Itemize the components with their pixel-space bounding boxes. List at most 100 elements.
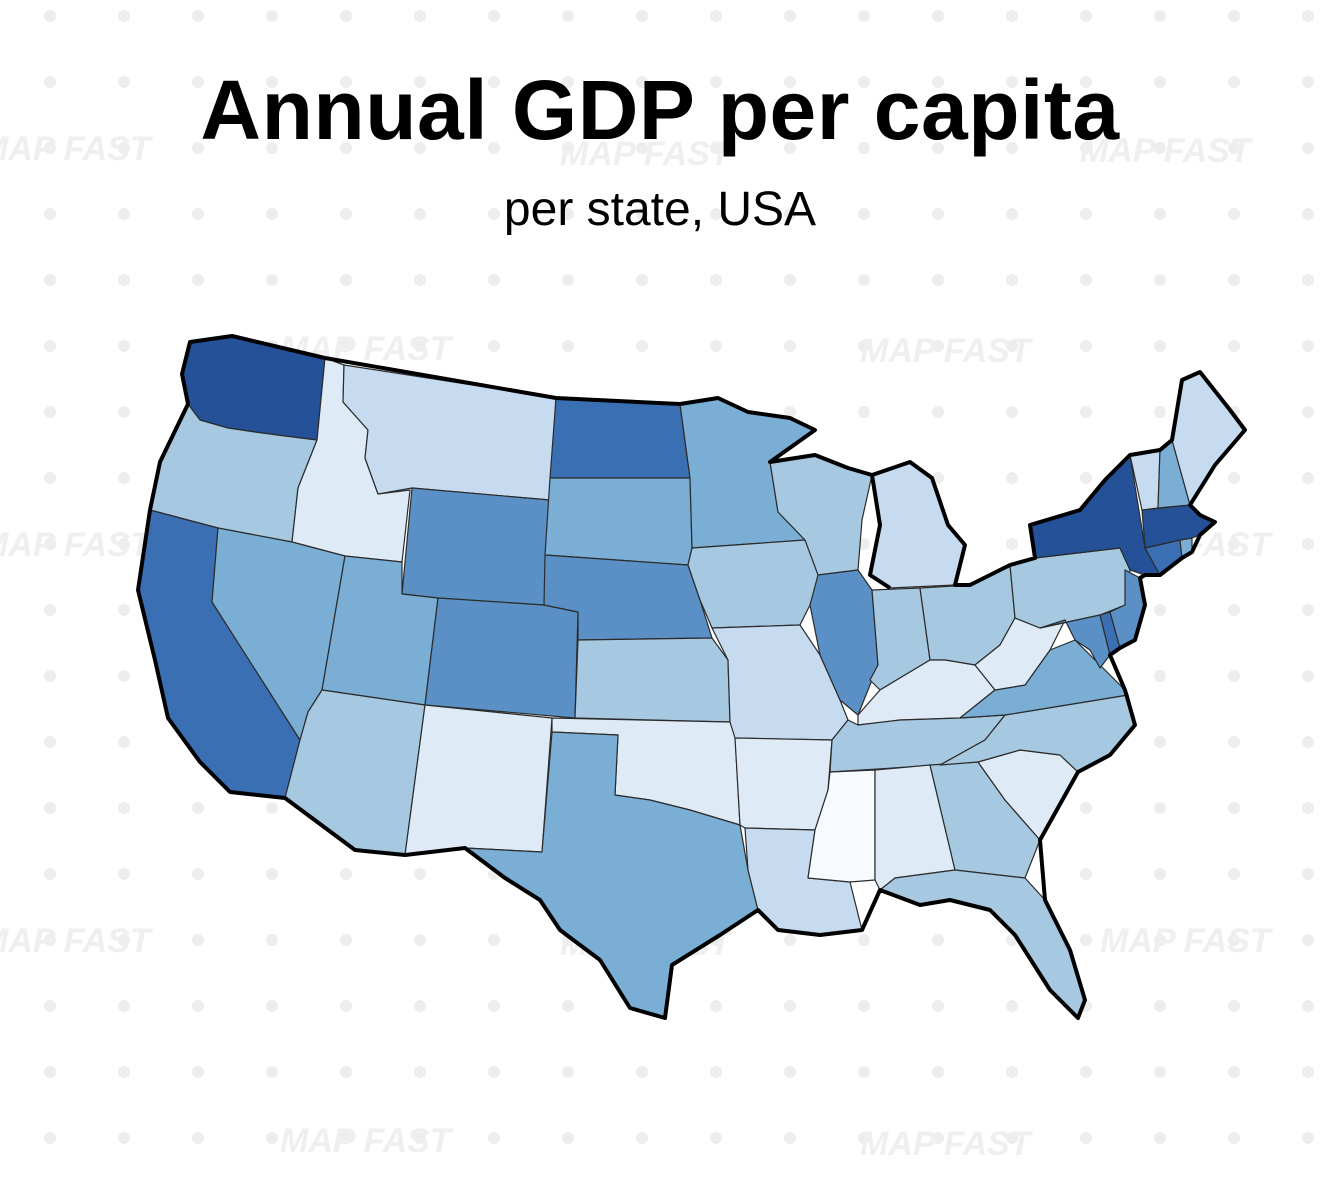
background-dot	[266, 1066, 278, 1078]
background-dot	[636, 1066, 648, 1078]
background-dot	[1154, 802, 1166, 814]
background-dot	[562, 76, 574, 88]
state-NM[interactable]	[404, 704, 553, 856]
state-AR[interactable]	[734, 737, 833, 831]
background-dot	[44, 1000, 56, 1012]
background-dot	[488, 1132, 500, 1144]
background-dot	[710, 274, 722, 286]
state-WY[interactable]	[401, 487, 551, 606]
background-dot	[562, 340, 574, 352]
state-ND[interactable]	[549, 397, 691, 479]
background-dot	[1006, 406, 1018, 418]
background-dot	[562, 1000, 574, 1012]
background-dot	[1154, 142, 1166, 154]
state-MI[interactable]	[869, 461, 966, 589]
great-lakes-michigan-shore	[868, 474, 892, 590]
background-dot	[784, 934, 796, 946]
background-dot	[1006, 274, 1018, 286]
background-dot	[44, 142, 56, 154]
background-dot	[1154, 934, 1166, 946]
background-dot	[266, 934, 278, 946]
background-dot	[858, 340, 870, 352]
background-dot	[414, 274, 426, 286]
background-dot	[192, 274, 204, 286]
state-CO[interactable]	[424, 597, 579, 719]
watermark: MAP FAST	[560, 135, 734, 173]
background-dot	[932, 76, 944, 88]
background-dot	[192, 868, 204, 880]
background-dot	[1080, 406, 1092, 418]
watermark: MAP FAST	[860, 332, 1034, 370]
background-dot	[784, 1000, 796, 1012]
background-dot	[1228, 802, 1240, 814]
background-dot	[562, 142, 574, 154]
map-title: Annual GDP per capita	[200, 63, 1120, 157]
background-dot	[488, 76, 500, 88]
background-dot	[1302, 802, 1314, 814]
background-dot	[340, 868, 352, 880]
background-dot	[192, 142, 204, 154]
background-dot	[932, 208, 944, 220]
background-dot	[1154, 736, 1166, 748]
state-KS[interactable]	[574, 637, 731, 723]
watermark: MAP FAST	[1100, 922, 1274, 960]
background-dot	[1228, 1000, 1240, 1012]
background-dot	[266, 76, 278, 88]
background-dot	[414, 208, 426, 220]
background-dot	[414, 76, 426, 88]
background-dot	[192, 802, 204, 814]
background-dot	[1154, 274, 1166, 286]
background-dot	[488, 10, 500, 22]
background-dot	[266, 274, 278, 286]
state-SD[interactable]	[544, 477, 693, 566]
background-dot	[1080, 802, 1092, 814]
background-dot	[1228, 934, 1240, 946]
background-dot	[192, 10, 204, 22]
background-dot	[1302, 340, 1314, 352]
background-dot	[858, 934, 870, 946]
background-dot	[1154, 340, 1166, 352]
background-dot	[1302, 1000, 1314, 1012]
background-dot	[192, 1066, 204, 1078]
background-dot	[858, 406, 870, 418]
background-dot	[488, 340, 500, 352]
map-subtitle: per state, USA	[503, 183, 817, 236]
background-dot	[1006, 340, 1018, 352]
background-dot	[488, 1000, 500, 1012]
background-dot	[414, 340, 426, 352]
background-dot	[1006, 1132, 1018, 1144]
background-dot	[44, 670, 56, 682]
background-dot	[266, 802, 278, 814]
background-dot	[1080, 1132, 1092, 1144]
background-dot	[710, 76, 722, 88]
background-dot	[1154, 406, 1166, 418]
state-MT[interactable]	[342, 364, 557, 501]
background-dot	[118, 10, 130, 22]
background-dot	[488, 274, 500, 286]
background-dot	[44, 538, 56, 550]
background-dot	[784, 10, 796, 22]
background-dot	[1080, 10, 1092, 22]
background-dot	[118, 76, 130, 88]
background-dot	[562, 1132, 574, 1144]
background-dot	[340, 274, 352, 286]
background-dot	[1154, 10, 1166, 22]
background-dot	[784, 208, 796, 220]
background-dot	[266, 142, 278, 154]
background-dot	[118, 142, 130, 154]
state-IA[interactable]	[687, 539, 821, 629]
background-dot	[858, 10, 870, 22]
background-dot	[932, 1132, 944, 1144]
background-dot	[784, 142, 796, 154]
background-dot	[1228, 76, 1240, 88]
background-dot	[118, 736, 130, 748]
background-dot	[414, 934, 426, 946]
background-dot	[1080, 274, 1092, 286]
background-dot	[1154, 76, 1166, 88]
background-dot	[44, 406, 56, 418]
background-dot	[858, 1132, 870, 1144]
background-dot	[932, 142, 944, 154]
background-dot	[1154, 868, 1166, 880]
background-dot	[192, 76, 204, 88]
background-dot	[1302, 1066, 1314, 1078]
